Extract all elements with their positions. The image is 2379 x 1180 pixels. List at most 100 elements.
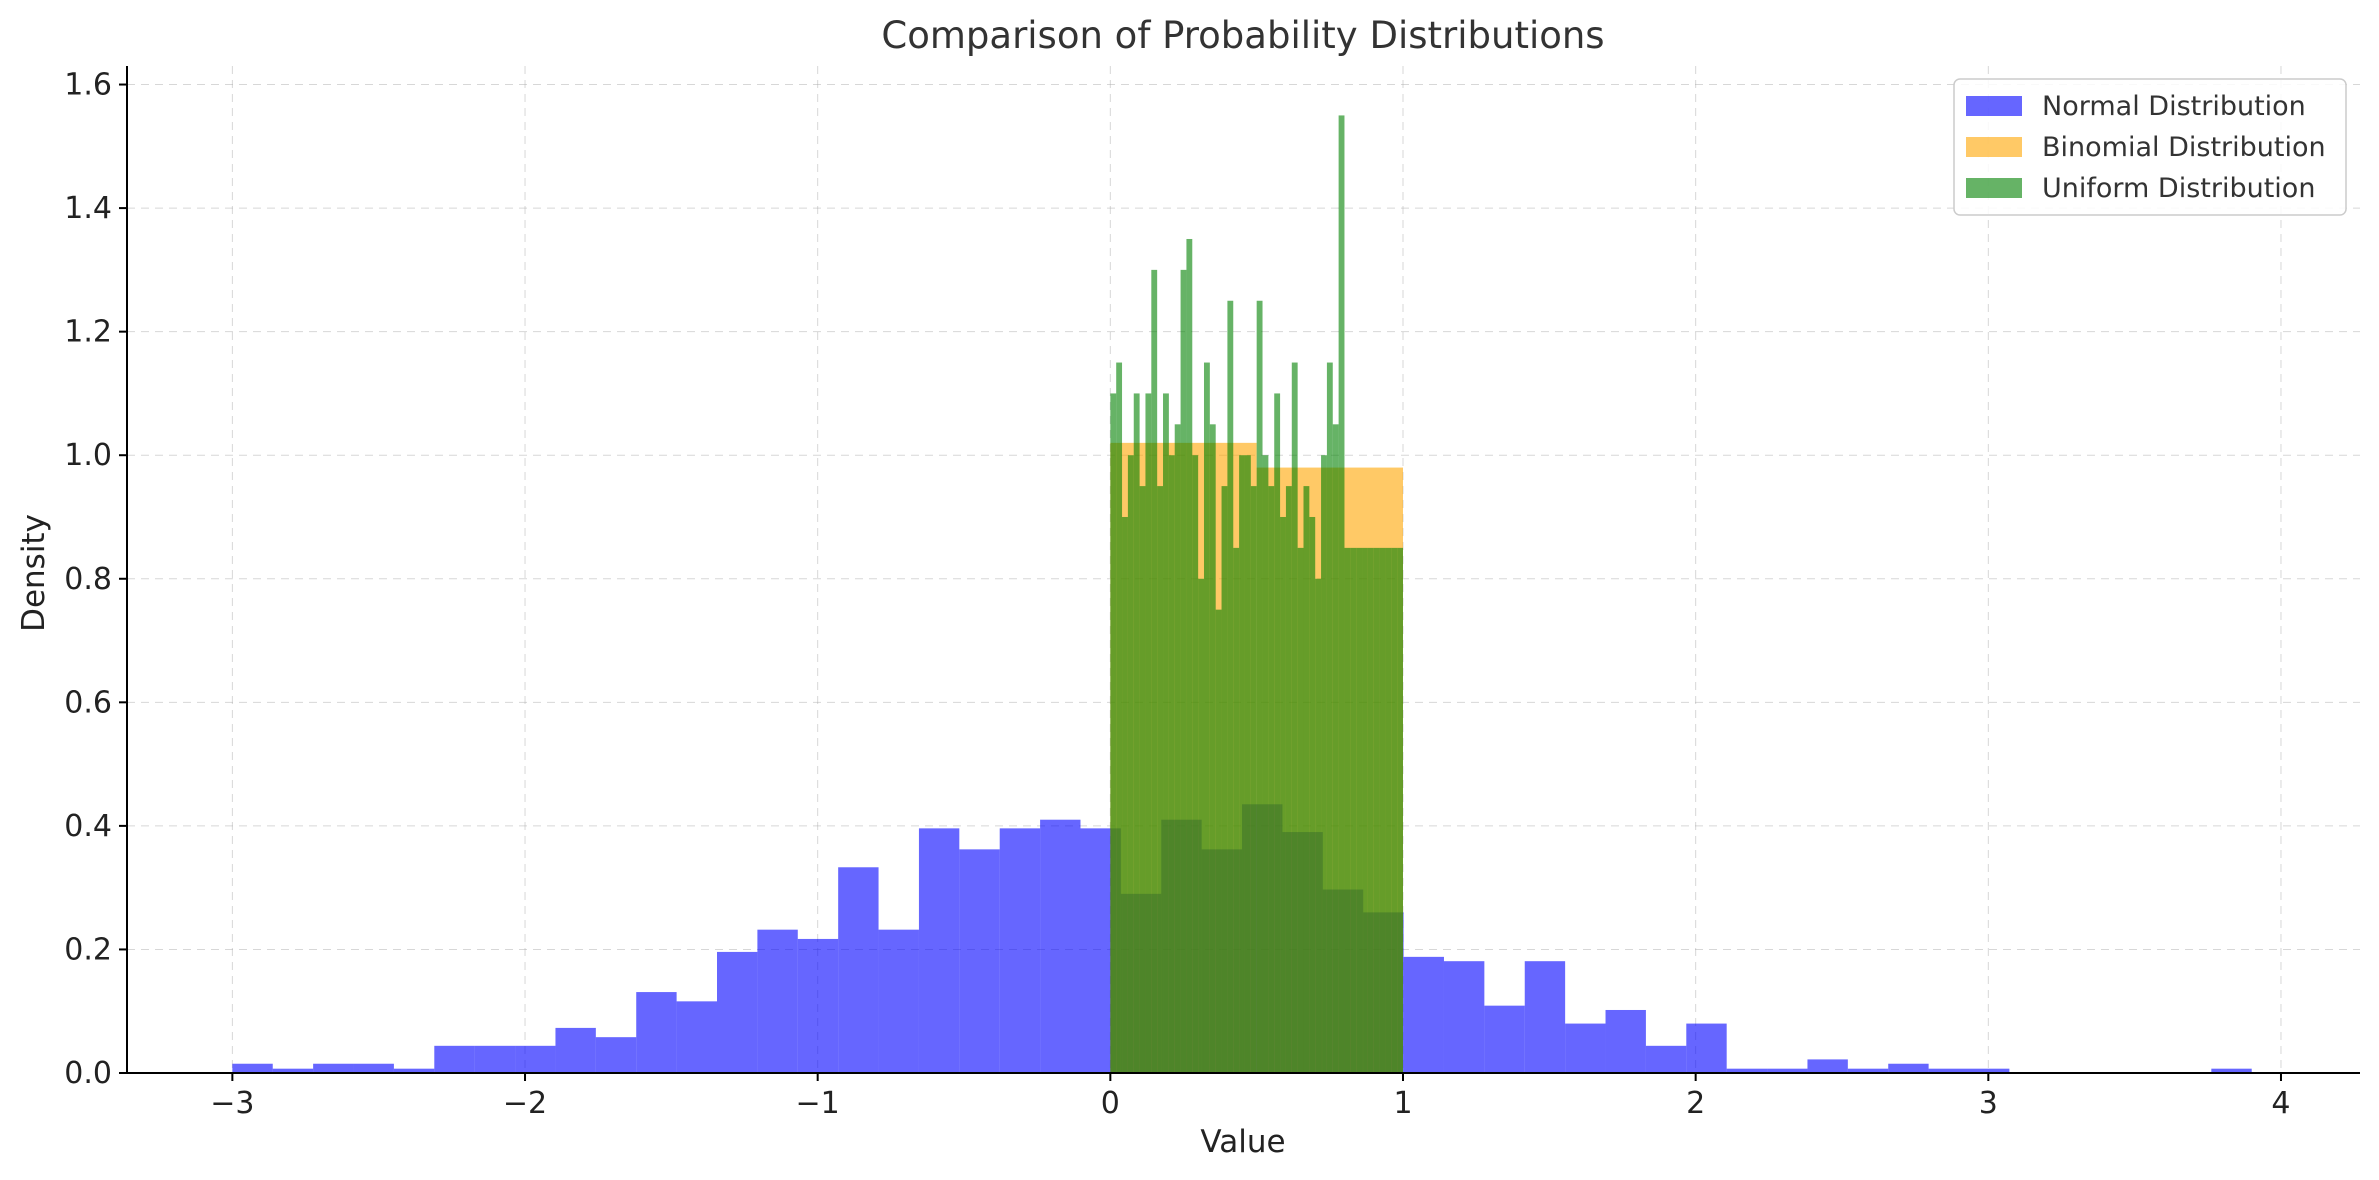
bar <box>1338 115 1345 1073</box>
bar <box>1807 1059 1848 1073</box>
bar <box>1315 578 1322 1073</box>
bar <box>1186 238 1193 1074</box>
legend: Normal Distribution Binomial Distribution… <box>1953 78 2347 216</box>
bar <box>1215 609 1222 1073</box>
bar <box>1565 1023 1606 1073</box>
bar <box>1221 486 1228 1073</box>
bar <box>1127 455 1134 1073</box>
bar <box>1040 819 1081 1073</box>
y-tick-label: 1.4 <box>64 191 112 226</box>
legend-box <box>1953 78 2347 216</box>
bar <box>1373 547 1380 1073</box>
bar <box>272 1068 314 1073</box>
bar <box>1239 455 1245 1073</box>
bar <box>1969 1068 2010 1073</box>
bar <box>1645 1045 1687 1073</box>
bar <box>1362 547 1368 1073</box>
bar <box>1332 424 1339 1073</box>
bar <box>838 867 879 1073</box>
bar <box>1163 393 1169 1073</box>
bar <box>1344 547 1351 1073</box>
series-2 <box>1110 115 1403 1074</box>
bar <box>1391 547 1398 1073</box>
bar <box>393 1068 435 1073</box>
x-tick-label: 4 <box>2271 1086 2290 1121</box>
bar <box>1291 362 1298 1073</box>
bar <box>1605 1009 1646 1073</box>
y-ticks: 0.0 0.2 0.4 0.6 0.8 1.0 1.2 1.4 1.6 <box>64 68 127 1091</box>
bar <box>1326 362 1333 1073</box>
bar <box>515 1045 556 1073</box>
bar <box>676 1001 718 1073</box>
legend-swatch <box>1966 137 2022 157</box>
bar <box>1397 547 1403 1073</box>
bar <box>1767 1068 1808 1073</box>
bar <box>1268 486 1275 1073</box>
bar <box>1122 516 1128 1073</box>
y-tick-label: 0.0 <box>64 1056 112 1091</box>
x-tick-label: −2 <box>503 1086 547 1121</box>
bar <box>232 1063 273 1073</box>
bar <box>595 1037 637 1073</box>
bar <box>717 951 758 1073</box>
bar <box>313 1063 354 1073</box>
bar <box>1726 1068 1768 1073</box>
bar <box>555 1027 596 1073</box>
bar <box>434 1045 475 1073</box>
bar <box>1145 393 1152 1073</box>
bar <box>1888 1063 1929 1073</box>
legend-label: Normal Distribution <box>2042 91 2306 122</box>
legend-label: Uniform Distribution <box>2042 173 2315 204</box>
bar <box>1309 516 1316 1073</box>
bar <box>1256 300 1263 1073</box>
bar <box>1928 1068 1970 1073</box>
bar <box>959 849 1000 1073</box>
bar <box>1133 393 1140 1073</box>
bar <box>636 992 677 1073</box>
y-tick-label: 1.0 <box>64 438 112 473</box>
x-tick-label: 3 <box>1979 1086 1998 1121</box>
y-tick-label: 1.6 <box>64 68 112 103</box>
x-axis-label: Value <box>1200 1124 1285 1160</box>
legend-swatch <box>1966 178 2022 198</box>
histogram-bars <box>232 115 2252 1074</box>
bar <box>1524 961 1566 1073</box>
x-tick-label: −1 <box>796 1086 840 1121</box>
legend-label: Binomial Distribution <box>2042 132 2326 163</box>
legend-swatch <box>1966 96 2022 116</box>
bar <box>1847 1068 1889 1073</box>
bar <box>1157 486 1164 1073</box>
bar <box>1203 362 1210 1073</box>
x-tick-label: 0 <box>1101 1086 1120 1121</box>
bar <box>1403 956 1444 1073</box>
bar <box>1174 424 1181 1073</box>
bar <box>2211 1068 2252 1073</box>
y-tick-label: 0.4 <box>64 809 112 844</box>
bar <box>1274 393 1281 1073</box>
bar <box>999 828 1041 1073</box>
bar <box>1110 393 1117 1073</box>
bar <box>1484 1005 1525 1073</box>
x-tick-label: 2 <box>1686 1086 1705 1121</box>
bar <box>1356 547 1363 1073</box>
bar <box>1297 547 1304 1073</box>
x-tick-label: −3 <box>210 1086 254 1121</box>
bar <box>353 1063 394 1073</box>
bar <box>1198 578 1204 1073</box>
y-tick-label: 1.2 <box>64 315 112 350</box>
bar <box>878 929 919 1073</box>
bar <box>1303 486 1310 1073</box>
bar <box>1168 455 1175 1073</box>
bar <box>1443 961 1485 1073</box>
bar <box>1192 455 1199 1073</box>
bar <box>1379 547 1386 1073</box>
bar <box>1321 455 1327 1073</box>
bar <box>1244 455 1251 1073</box>
bar <box>797 938 839 1073</box>
y-tick-label: 0.6 <box>64 685 112 720</box>
bar <box>1350 547 1357 1073</box>
y-tick-label: 0.8 <box>64 562 112 597</box>
y-tick-label: 0.2 <box>64 932 112 967</box>
bar <box>1280 516 1286 1073</box>
